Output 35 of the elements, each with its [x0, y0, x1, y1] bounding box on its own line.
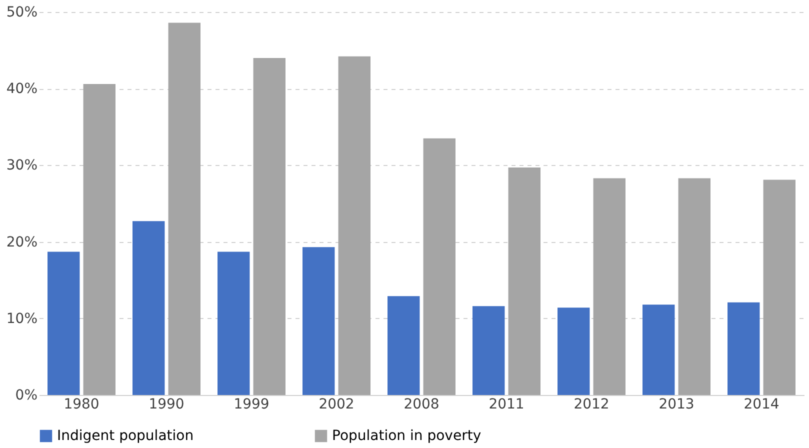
x-tick-label: 2002: [318, 396, 354, 412]
bar: [253, 58, 286, 395]
x-tick-label: 2012: [574, 396, 610, 412]
bar: [302, 247, 335, 395]
y-tick-label: 40%: [6, 81, 38, 98]
bar: [388, 296, 420, 395]
x-tick-label: 2014: [744, 396, 780, 412]
bar: [642, 304, 675, 395]
bar: [728, 302, 760, 395]
legend-label: Population in poverty: [332, 428, 482, 444]
bar: [472, 306, 505, 395]
bar: [678, 178, 710, 395]
legend-label: Indigent population: [57, 428, 194, 444]
x-tick-label: 2013: [658, 396, 694, 412]
bar: [338, 56, 370, 395]
y-tick-label: 30%: [6, 158, 38, 174]
y-tick-label: 0%: [15, 388, 38, 404]
y-tick-label: 50%: [6, 4, 38, 20]
x-tick-label: 2011: [488, 396, 524, 412]
bar: [593, 178, 626, 395]
bar: [48, 252, 80, 395]
x-tick-label: 1990: [148, 396, 184, 412]
bar: [168, 22, 200, 395]
x-tick-label: 1999: [234, 396, 270, 412]
bar: [763, 180, 796, 395]
bar: [218, 252, 250, 395]
y-tick-label: 10%: [6, 310, 38, 327]
bar: [423, 138, 456, 395]
bar: [558, 308, 590, 395]
bar: [132, 221, 165, 395]
y-tick-label: 20%: [6, 234, 38, 250]
x-tick-label: 1980: [64, 396, 100, 412]
bar: [508, 168, 540, 395]
bar: [83, 84, 116, 395]
x-tick-label: 2008: [404, 396, 440, 412]
